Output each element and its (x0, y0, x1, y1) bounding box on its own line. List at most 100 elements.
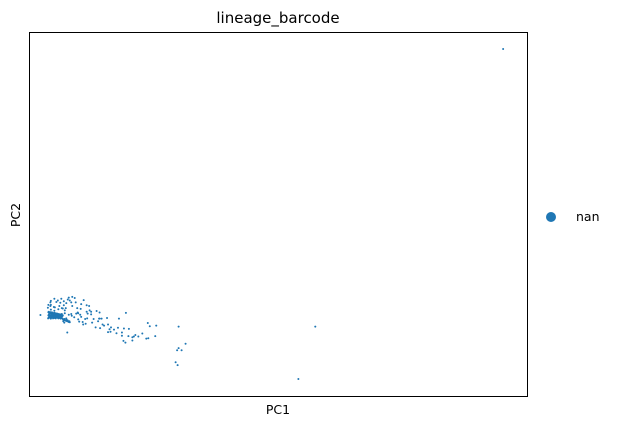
scatter-point (81, 320, 84, 323)
scatter-point (57, 308, 60, 311)
scatter-point (61, 314, 64, 317)
scatter-point (180, 349, 183, 352)
scatter-point (99, 327, 102, 330)
legend: nan (546, 209, 600, 224)
scatter-point (77, 312, 80, 315)
scatter-point (109, 330, 112, 333)
scatter-point (297, 377, 300, 380)
scatter-point (91, 321, 94, 324)
scatter-point (70, 314, 73, 317)
scatter-point (86, 317, 89, 320)
scatter-point (71, 295, 74, 298)
scatter-point (177, 325, 180, 328)
scatter-point (90, 310, 93, 313)
scatter-point (66, 331, 69, 334)
scatter-point (55, 300, 58, 303)
scatter-point (65, 302, 68, 305)
scatter-point (84, 322, 87, 325)
scatter-point (101, 323, 104, 326)
scatter-point (94, 326, 97, 329)
scatter-point (154, 335, 157, 338)
scatter-point (137, 335, 140, 338)
scatter-point (147, 337, 150, 340)
scatter-point (78, 320, 81, 323)
x-axis-label: PC1 (266, 402, 290, 417)
scatter-point (85, 310, 88, 313)
scatter-point (49, 301, 52, 304)
scatter-point (145, 337, 148, 340)
scatter-point (66, 298, 69, 301)
scatter-point (63, 312, 66, 315)
scatter-point (107, 331, 110, 334)
scatter-point (95, 310, 98, 313)
scatter-point (84, 318, 87, 321)
scatter-point (53, 306, 56, 309)
legend-label: nan (576, 209, 600, 224)
scatter-point (314, 325, 317, 328)
scatter-point (134, 334, 137, 337)
scatter-point (82, 323, 85, 326)
scatter-point (63, 309, 66, 312)
scatter-point (155, 324, 158, 327)
scatter-point (176, 349, 179, 352)
scatter-point (60, 297, 63, 300)
scatter-point (68, 320, 71, 323)
scatter-point (107, 323, 110, 326)
scatter-point (76, 307, 79, 310)
scatter-point (132, 335, 135, 338)
scatter-point (86, 312, 89, 315)
scatter-point (80, 303, 83, 306)
scatter-point (80, 315, 83, 318)
scatter-point (110, 326, 113, 329)
scatter-point (88, 309, 91, 312)
scatter-point (85, 304, 88, 307)
scatter-point (117, 317, 120, 320)
scatter-point (63, 321, 66, 324)
scatter-point (79, 307, 82, 310)
scatter-point (49, 308, 52, 311)
scatter-point (120, 331, 123, 334)
scatter-point (77, 318, 80, 321)
scatter-point (49, 304, 52, 307)
scatter-point (62, 300, 65, 303)
scatter-point (53, 309, 56, 312)
scatter-point (98, 311, 101, 314)
scatter-point (131, 339, 134, 342)
scatter-point (127, 335, 130, 338)
scatter-point (53, 297, 56, 300)
legend-marker (546, 212, 556, 222)
scatter-point (73, 296, 76, 299)
scatter-point (97, 320, 100, 323)
scatter-point (131, 336, 134, 339)
scatter-point (59, 301, 62, 304)
scatter-point (67, 296, 70, 299)
scatter-points (39, 47, 505, 380)
scatter-point (75, 312, 78, 315)
scatter-point (120, 334, 123, 337)
scatter-point (46, 306, 49, 309)
scatter-point (112, 328, 115, 331)
scatter-point (148, 325, 151, 328)
scatter-point (60, 307, 63, 310)
scatter-point (82, 299, 85, 302)
scatter-point (122, 339, 125, 342)
scatter-point (70, 301, 73, 304)
scatter-point (108, 328, 111, 331)
scatter-point (79, 313, 82, 316)
scatter-point (122, 327, 125, 330)
scatter-point (58, 304, 61, 307)
scatter-point (124, 311, 127, 314)
scatter-point (74, 301, 77, 304)
scatter-point (71, 304, 74, 307)
scatter-point (68, 299, 71, 302)
scatter-point (92, 318, 95, 321)
scatter-point (127, 327, 130, 330)
scatter-point (70, 312, 73, 315)
scatter-point (67, 313, 70, 316)
scatter-point (56, 299, 59, 302)
y-axis-label: PC2 (8, 203, 23, 227)
scatter-point (73, 316, 76, 319)
scatter-point (174, 361, 177, 364)
scatter-point (100, 317, 103, 320)
